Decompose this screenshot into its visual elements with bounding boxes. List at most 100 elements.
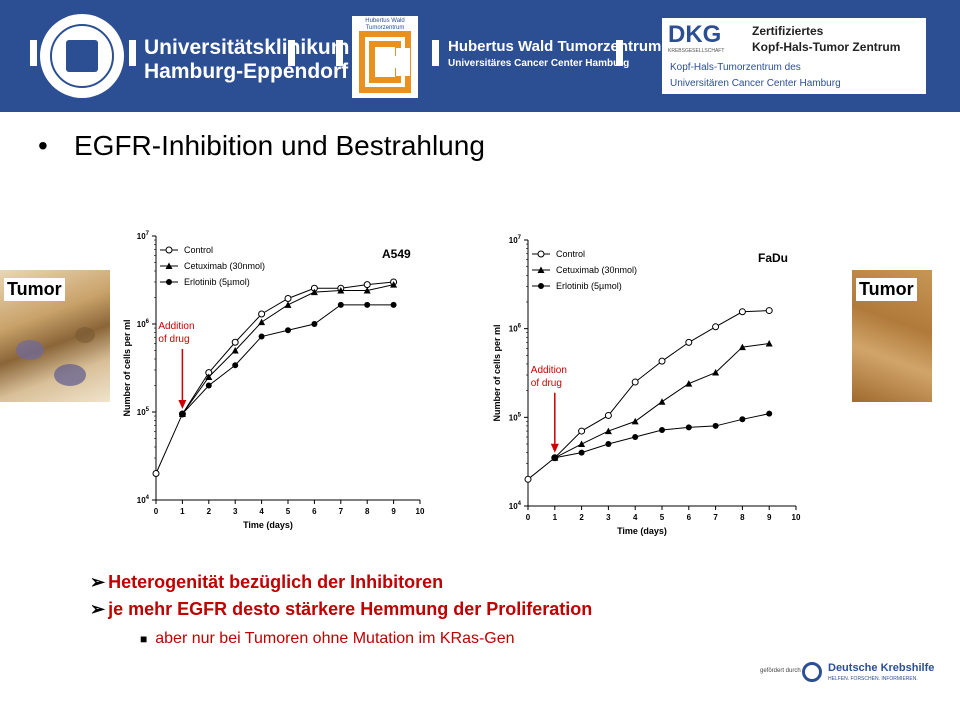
data-point (390, 301, 397, 308)
data-point (390, 281, 398, 288)
university-seal-logo (40, 14, 124, 98)
header-banner: Universitätsklinikum Hamburg-Eppendorf H… (0, 0, 960, 112)
data-point (152, 470, 160, 478)
data-point (232, 362, 239, 369)
data-point (685, 338, 693, 346)
legend-label: Control (556, 249, 585, 259)
series-line (182, 304, 394, 415)
supported-by-text: gefördert durch (760, 668, 801, 674)
dkg-certification-logo: DKG KREBSGESELLSCHAFT Zertifiziertes Kop… (662, 18, 926, 94)
data-point (284, 294, 292, 302)
data-point (766, 410, 773, 417)
data-point (685, 380, 693, 387)
x-tick-label: 5 (286, 507, 291, 516)
data-point (364, 301, 371, 308)
chart-fadu: 0 1 2 3 4 5 6 7 8 9 10 104 105 106 107 Time (days) Numbe… (492, 235, 801, 536)
data-point (631, 417, 639, 425)
y-tick-exponent: 6 (146, 319, 150, 325)
x-tick-label: 3 (606, 513, 611, 522)
x-tick-label: 10 (416, 507, 425, 516)
data-point (685, 424, 692, 431)
data-point (205, 382, 212, 389)
point-2-text: je mehr EGFR desto stärkere Hemmung der … (108, 599, 593, 619)
data-point (285, 327, 291, 334)
y-tick-label: 106 (509, 324, 522, 334)
panel-label: FaDu (758, 251, 788, 265)
y-tick-label: 105 (137, 407, 150, 417)
x-tick-label: 5 (660, 513, 665, 522)
y-tick-exponent: 5 (146, 407, 150, 413)
data-point (258, 310, 266, 318)
university-name-line2: Hamburg-Eppendorf (144, 60, 349, 83)
x-tick-label: 1 (180, 507, 185, 516)
hubertus-wald-logo: Hubertus Wald Tumorzentrum (352, 16, 418, 98)
annotation-arrow-head (178, 399, 187, 409)
x-tick-label: 6 (687, 513, 692, 522)
x-tick-label: 1 (553, 513, 558, 522)
annotation-text-line1: Addition (158, 321, 194, 332)
y-tick-exponent: 7 (146, 231, 150, 237)
x-axis-label: Time (days) (243, 520, 293, 530)
legend-label: Cetuximab (30nmol) (556, 265, 637, 275)
data-point (578, 449, 585, 456)
y-tick-exponent: 6 (518, 324, 522, 330)
data-point (551, 454, 558, 461)
sub-point-text: aber nur bei Tumoren ohne Mutation im KR… (155, 630, 515, 647)
x-tick-label: 8 (740, 513, 745, 522)
dkg-subtitle-line2: Universitären Cancer Center Hamburg (670, 78, 841, 89)
x-tick-label: 9 (767, 513, 772, 522)
annotation-arrow-head (550, 443, 559, 453)
point-1: ➢ Heterogenität bezüglich der Inhibitoren (90, 572, 443, 593)
y-tick-label: 105 (509, 412, 522, 422)
legend-marker (538, 283, 544, 289)
point-2: ➢ je mehr EGFR desto stärkere Hemmung der… (90, 599, 592, 620)
x-tick-label: 0 (154, 507, 159, 516)
y-tick-label: 107 (137, 231, 150, 241)
hubertus-logo-caption: Hubertus Wald Tumorzentrum (365, 18, 405, 31)
data-point (712, 369, 720, 376)
data-point (231, 338, 239, 346)
x-tick-label: 4 (259, 507, 264, 516)
point-1-text: Heterogenität bezüglich der Inhibitoren (108, 572, 444, 592)
legend-marker (537, 250, 545, 258)
x-tick-label: 4 (633, 513, 638, 522)
legend-marker (165, 246, 173, 254)
org-name: Deutsche Krebshilfe (828, 662, 935, 674)
divider-bar (336, 40, 343, 66)
slide-title: EGFR-Inhibition und Bestrahlung (74, 130, 485, 161)
data-point (258, 318, 266, 326)
annotation-text-line2: of drug (158, 334, 189, 345)
hubertus-name-line1: Hubertus Wald Tumorzentrum (448, 38, 662, 55)
divider-bar (288, 40, 295, 66)
annotation-text-line1: Addition (531, 365, 567, 376)
legend-marker (165, 262, 173, 269)
panel-label: A549 (382, 247, 411, 261)
y-tick-label: 106 (137, 319, 150, 329)
data-point (337, 287, 345, 294)
deutsche-krebshilfe-logo: gefördert durch Deutsche Krebshilfe HELF… (760, 660, 934, 686)
x-tick-label: 3 (233, 507, 238, 516)
y-tick-exponent: 5 (518, 412, 522, 418)
data-point (231, 346, 239, 354)
data-point (205, 373, 213, 380)
data-point (632, 434, 639, 441)
data-point (738, 343, 746, 351)
y-tick-label: 104 (137, 495, 150, 505)
data-point (739, 416, 746, 423)
dkg-subtitle-line1: Kopf-Hals-Tumorzentrum des (670, 62, 801, 73)
data-point (310, 288, 318, 296)
data-point (658, 398, 666, 405)
data-point (659, 426, 665, 433)
x-tick-label: 2 (207, 507, 212, 516)
certification-line1: Zertifiziertes (752, 24, 824, 38)
data-point (604, 427, 612, 435)
arrow-bullet-icon: ➢ (90, 599, 106, 619)
legend-label: Erlotinib (5µmol) (556, 281, 622, 291)
x-tick-label: 8 (365, 507, 370, 516)
dkg-logo-subtext: KREBSGESELLSCHAFT (668, 48, 725, 54)
series-line (527, 310, 770, 480)
y-tick-exponent: 4 (518, 501, 522, 507)
university-name-line1: Universitätsklinikum (144, 36, 350, 59)
data-point (311, 321, 318, 327)
data-point (578, 427, 586, 435)
